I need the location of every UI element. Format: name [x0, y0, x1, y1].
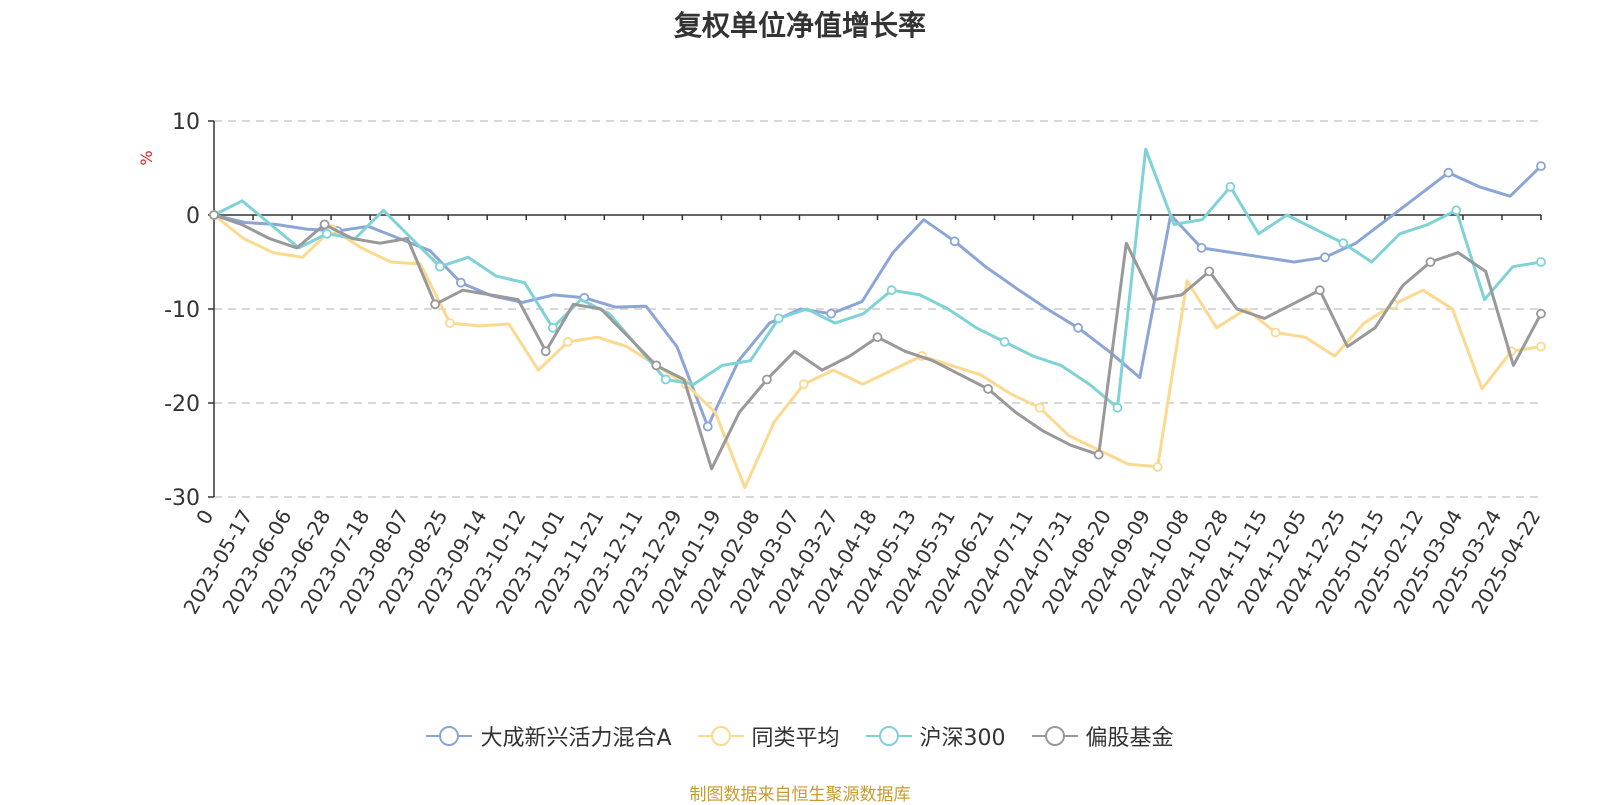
- legend-label: 沪深300: [919, 726, 1006, 751]
- data-point: [430, 299, 441, 310]
- data-point: [319, 219, 330, 230]
- y-tick-label: -20: [164, 392, 200, 417]
- data-point: [1204, 266, 1215, 277]
- data-point: [1536, 257, 1546, 267]
- data-point: [434, 261, 445, 272]
- data-point: [702, 421, 713, 432]
- y-tick-label: 0: [186, 204, 200, 229]
- series-line-2: [213, 147, 1542, 410]
- data-point: [1093, 449, 1104, 460]
- x-axis: 02023-05-172023-06-062023-06-282023-07-1…: [178, 214, 1545, 618]
- legend-marker-icon: [697, 726, 744, 746]
- legend-marker-icon: [865, 726, 912, 746]
- data-point: [445, 318, 455, 329]
- data-point: [1536, 308, 1546, 319]
- data-point: [322, 228, 332, 239]
- y-axis-label: %: [137, 150, 156, 165]
- legend-marker-icon: [426, 726, 473, 746]
- data-point: [1270, 327, 1281, 338]
- data-point: [547, 322, 558, 333]
- legend-item-equity-funds[interactable]: 偏股基金: [1031, 720, 1174, 752]
- data-point: [949, 236, 960, 247]
- data-point: [826, 308, 837, 319]
- legend-marker-icon: [1031, 726, 1078, 746]
- series-line-1: [213, 213, 1542, 490]
- data-point: [886, 285, 897, 296]
- line-chart: 10 0 -10 -20 -30 02023-05-172023-06-062023-0…: [137, 110, 1546, 618]
- grid-lines: [214, 120, 1541, 498]
- data-point: [1443, 167, 1454, 178]
- data-point: [1152, 462, 1163, 472]
- data-point: [562, 336, 573, 347]
- data-point: [1536, 341, 1546, 352]
- data-point: [209, 210, 219, 220]
- legend-item-fund[interactable]: 大成新兴活力混合A: [426, 720, 672, 752]
- data-point: [999, 336, 1010, 347]
- data-point: [651, 360, 662, 371]
- data-point: [798, 379, 809, 390]
- y-axis: 10 0 -10 -20 -30: [164, 110, 215, 511]
- data-point: [1196, 242, 1207, 253]
- series-line-0: [213, 165, 1543, 428]
- legend-label: 大成新兴活力混合A: [480, 726, 672, 751]
- legend-item-peer-average[interactable]: 同类平均: [697, 720, 840, 752]
- chart-title: 复权单位净值增长率: [673, 9, 926, 42]
- data-point: [983, 383, 993, 394]
- data-point: [1320, 252, 1330, 263]
- legend-label: 同类平均: [751, 726, 840, 751]
- data-point: [660, 374, 671, 385]
- series-lines: [209, 147, 1546, 490]
- data-point: [1225, 181, 1236, 192]
- legend-item-csi300[interactable]: 沪深300: [865, 720, 1006, 752]
- x-tick-label: 0: [191, 506, 218, 529]
- data-point: [455, 277, 466, 288]
- data-point: [762, 374, 772, 385]
- y-tick-label: -10: [164, 298, 200, 323]
- data-point: [1451, 205, 1462, 216]
- data-point: [872, 332, 883, 343]
- y-tick-label: 10: [172, 110, 200, 135]
- data-point: [1112, 402, 1123, 413]
- data-point: [1338, 238, 1349, 249]
- data-point: [1073, 322, 1083, 333]
- legend: 大成新兴活力混合A 同类平均 沪深300 偏股基金: [0, 720, 1600, 752]
- y-tick-label: -30: [164, 486, 200, 511]
- data-point: [773, 313, 784, 324]
- data-point: [1034, 402, 1045, 413]
- data-point: [540, 346, 551, 357]
- data-point: [1536, 161, 1546, 172]
- data-point: [1314, 285, 1325, 296]
- legend-label: 偏股基金: [1085, 726, 1174, 751]
- data-source-note: 制图数据来自恒生聚源数据库: [689, 785, 911, 805]
- data-point: [1425, 257, 1436, 267]
